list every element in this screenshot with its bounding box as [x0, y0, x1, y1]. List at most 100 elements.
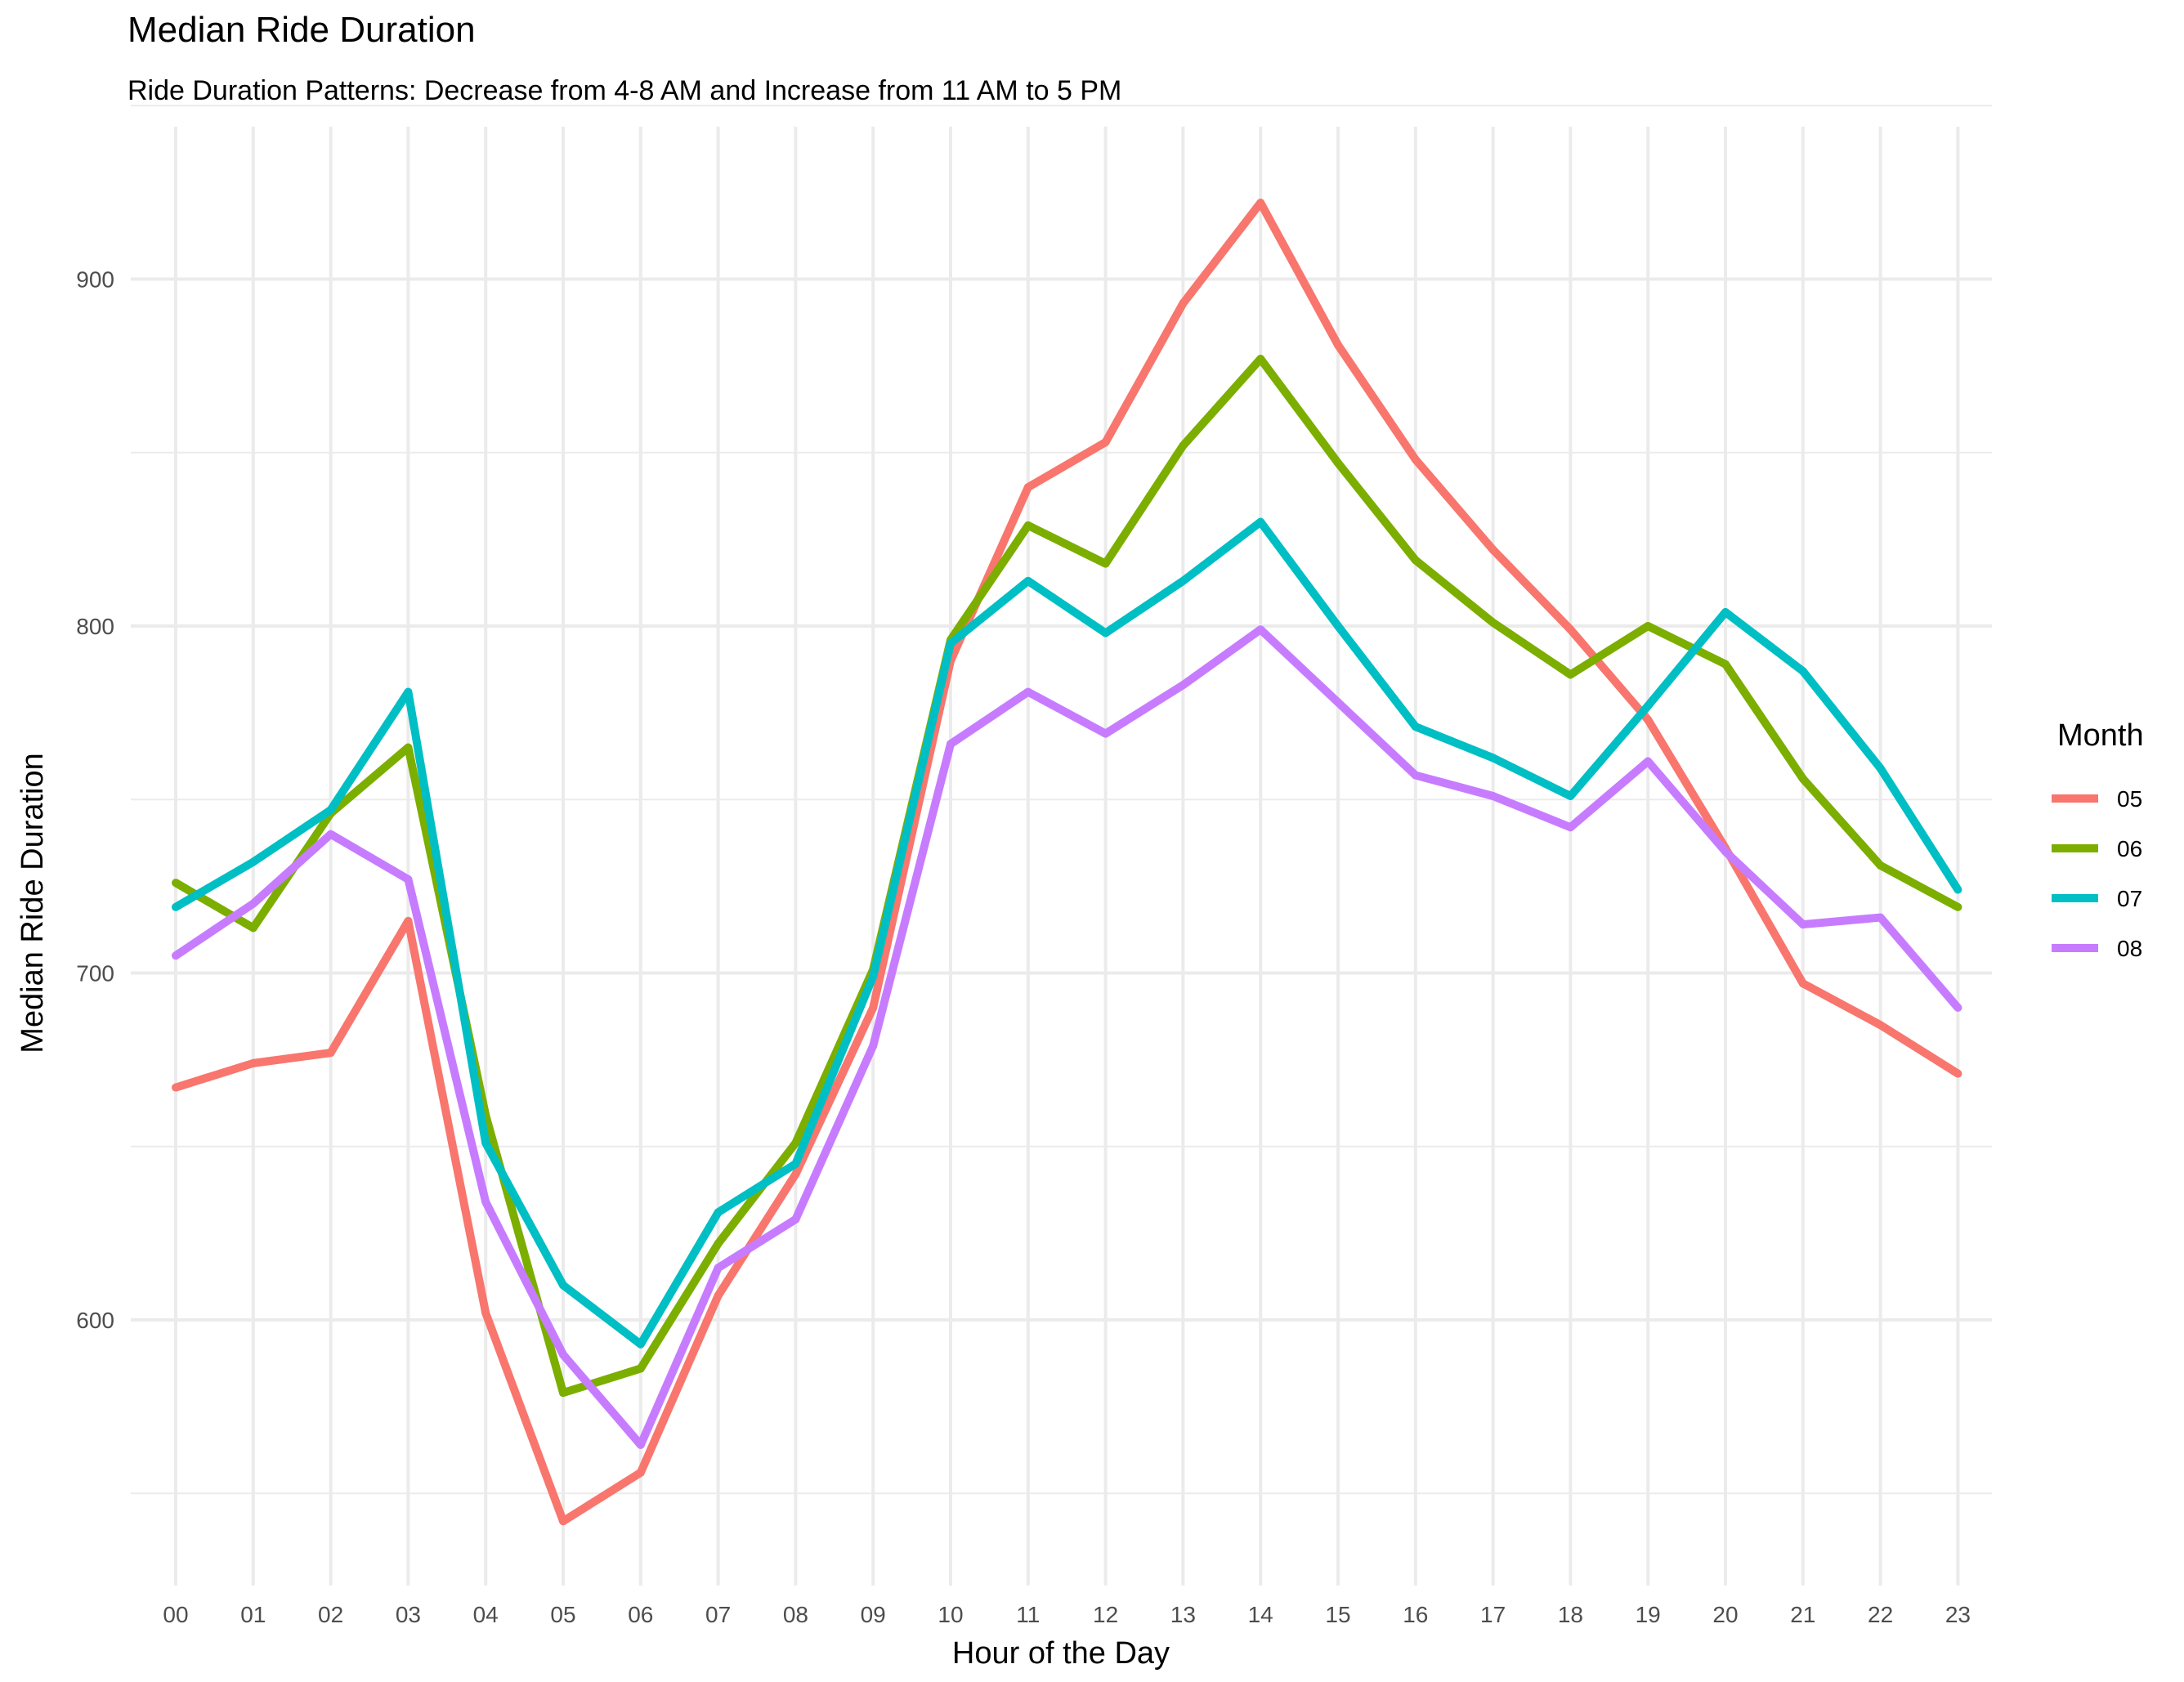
data-point-07 [172, 902, 180, 911]
x-tick-label: 00 [163, 1602, 188, 1627]
data-point-05 [1334, 341, 1342, 350]
data-point-05 [481, 1308, 490, 1317]
data-point-08 [714, 1264, 723, 1273]
x-tick-label: 05 [550, 1602, 575, 1627]
data-point-08 [1411, 771, 1420, 780]
data-point-06 [1644, 622, 1653, 630]
data-point-07 [869, 972, 878, 981]
data-point-05 [1179, 299, 1188, 308]
data-point-08 [1954, 1003, 1962, 1012]
data-point-08 [1876, 913, 1885, 922]
chart-subtitle: Ride Duration Patterns: Decrease from 4-… [128, 75, 1122, 106]
data-point-08 [1101, 729, 1110, 738]
x-tick-label: 01 [240, 1602, 266, 1627]
x-tick-label: 17 [1480, 1602, 1506, 1627]
data-point-06 [559, 1389, 567, 1398]
data-point-08 [1566, 823, 1575, 832]
x-tick-label: 21 [1790, 1602, 1815, 1627]
data-point-07 [559, 1281, 567, 1290]
data-point-07 [1179, 576, 1188, 585]
y-axis-tick-labels: 600 700 800 900 [76, 267, 114, 1334]
x-tick-label: 11 [1016, 1602, 1040, 1627]
series-line-08 [173, 625, 1962, 1449]
data-point-06 [248, 924, 257, 933]
data-point-06 [1566, 670, 1575, 679]
x-tick-label: 20 [1712, 1602, 1738, 1627]
series-line-07 [173, 517, 1962, 1349]
y-axis-title: Median Ride Duration [16, 753, 50, 1053]
data-point-05 [1023, 483, 1032, 492]
x-tick-label: 04 [473, 1602, 499, 1627]
x-tick-label: 12 [1093, 1602, 1118, 1627]
data-point-08 [326, 830, 335, 839]
data-point-06 [1488, 618, 1497, 627]
data-point-07 [1876, 764, 1885, 773]
x-tick-label: 03 [396, 1602, 421, 1627]
data-point-08 [1179, 681, 1188, 690]
data-point-06 [1256, 355, 1265, 364]
data-point-07 [1334, 622, 1342, 630]
data-point-07 [1488, 754, 1497, 763]
data-point-08 [481, 1197, 490, 1206]
data-point-05 [869, 1003, 878, 1012]
x-tick-label: 07 [705, 1602, 731, 1627]
data-point-07 [1256, 517, 1265, 526]
data-point-06 [1411, 556, 1420, 565]
data-point-07 [714, 1208, 723, 1217]
y-tick-label: 600 [76, 1308, 114, 1333]
x-tick-label: 16 [1403, 1602, 1428, 1627]
x-tick-label: 18 [1558, 1602, 1583, 1627]
data-point-05 [1101, 438, 1110, 447]
data-point-07 [1798, 667, 1807, 676]
data-point-08 [1023, 687, 1032, 696]
x-tick-label: 22 [1868, 1602, 1893, 1627]
data-point-06 [1179, 441, 1188, 450]
data-point-05 [791, 1170, 800, 1179]
data-point-06 [1876, 861, 1885, 870]
data-point-06 [172, 879, 180, 888]
data-point-08 [404, 875, 413, 883]
x-tick-label: 06 [628, 1602, 653, 1627]
data-point-06 [1954, 902, 1962, 911]
data-point-07 [1721, 608, 1730, 617]
legend-label-07: 07 [2117, 886, 2142, 911]
data-point-05 [1798, 979, 1807, 988]
legend-label-06: 06 [2117, 836, 2142, 861]
data-point-05 [172, 1083, 180, 1092]
data-point-07 [1954, 885, 1962, 894]
data-point-08 [1644, 757, 1653, 766]
major-gridlines [131, 127, 1992, 1586]
data-point-07 [1023, 576, 1032, 585]
chart-title: Median Ride Duration [128, 10, 476, 50]
legend: Month 05 06 07 08 [2052, 718, 2144, 961]
legend-label-05: 05 [2117, 786, 2142, 812]
data-point-05 [714, 1291, 723, 1300]
data-point-06 [1334, 459, 1342, 467]
data-point-07 [947, 639, 955, 648]
data-point-06 [1101, 559, 1110, 568]
y-tick-label: 900 [76, 267, 114, 293]
data-point-07 [1411, 722, 1420, 731]
data-point-05 [1644, 715, 1653, 724]
x-axis-tick-labels: 00 01 02 03 04 05 06 07 08 09 10 11 12 13 14 15 16 17 18 19… [163, 1602, 1971, 1627]
data-point-08 [559, 1350, 567, 1359]
data-point-08 [248, 899, 257, 908]
data-point-08 [1334, 698, 1342, 707]
data-point-05 [1488, 545, 1497, 554]
data-point-08 [636, 1440, 645, 1449]
data-point-06 [636, 1364, 645, 1373]
data-point-05 [326, 1049, 335, 1058]
data-point-08 [1256, 625, 1265, 634]
data-point-07 [248, 857, 257, 866]
data-point-08 [869, 1041, 878, 1050]
data-point-05 [1411, 455, 1420, 464]
data-point-07 [481, 1138, 490, 1147]
data-point-06 [714, 1239, 723, 1248]
data-point-06 [1798, 774, 1807, 783]
data-point-05 [636, 1468, 645, 1477]
x-tick-label: 14 [1248, 1602, 1273, 1627]
data-point-08 [1798, 920, 1807, 929]
x-tick-label: 19 [1636, 1602, 1661, 1627]
x-tick-label: 08 [783, 1602, 808, 1627]
data-point-05 [559, 1517, 567, 1526]
